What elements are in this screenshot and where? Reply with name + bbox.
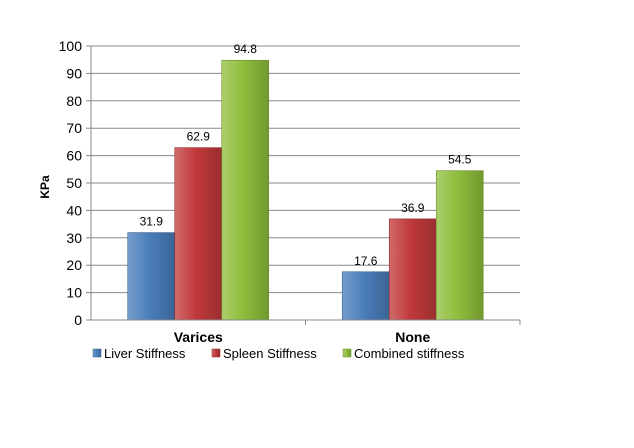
legend-item: Liver Stiffness [92, 346, 186, 361]
y-tick-label: 80 [66, 93, 82, 109]
bar-liver-stiffness-none [341, 271, 390, 321]
data-label: 36.9 [401, 201, 425, 215]
bar-spleen-stiffness-none [388, 218, 437, 321]
legend-swatch [342, 348, 352, 358]
legend-swatch [92, 348, 102, 358]
data-label: 94.8 [234, 42, 258, 56]
y-tick-label: 10 [66, 285, 82, 301]
bar-combined-stiffness-varices [221, 59, 270, 321]
x-category-label: Varices [174, 329, 223, 345]
bars [127, 59, 484, 321]
y-tick-label: 60 [66, 148, 82, 164]
data-label: 17.6 [354, 254, 378, 268]
data-label: 62.9 [187, 130, 211, 144]
legend-swatch [211, 348, 221, 358]
axes [86, 45, 521, 325]
legend-item: Spleen Stiffness [211, 346, 317, 361]
legend-label: Combined stiffness [354, 346, 465, 361]
legend-item: Combined stiffness [342, 346, 465, 361]
y-axis-title: KPa [38, 175, 52, 199]
y-tick-label: 90 [66, 65, 82, 81]
y-tick-label: 100 [59, 38, 83, 54]
bar-combined-stiffness-none [435, 170, 484, 321]
bar-spleen-stiffness-varices [174, 147, 223, 321]
y-tick-label: 50 [66, 175, 82, 191]
labels: 0 10 20 30 40 50 60 70 80 90 100 31.9 62.9 94.8 Varice… [59, 38, 472, 345]
legend-label: Spleen Stiffness [223, 346, 317, 361]
y-tick-label: 70 [66, 120, 82, 136]
legend: Liver Stiffness Spleen Stiffness Combined … [92, 346, 465, 361]
x-category-label: None [395, 329, 430, 345]
data-label: 31.9 [140, 215, 164, 229]
y-tick-label: 30 [66, 230, 82, 246]
legend-label: Liver Stiffness [104, 346, 186, 361]
data-label: 54.5 [448, 153, 472, 167]
y-tick-label: 0 [74, 312, 82, 328]
y-tick-label: 40 [66, 202, 82, 218]
bar-liver-stiffness-varices [127, 232, 176, 321]
y-tick-label: 20 [66, 257, 82, 273]
